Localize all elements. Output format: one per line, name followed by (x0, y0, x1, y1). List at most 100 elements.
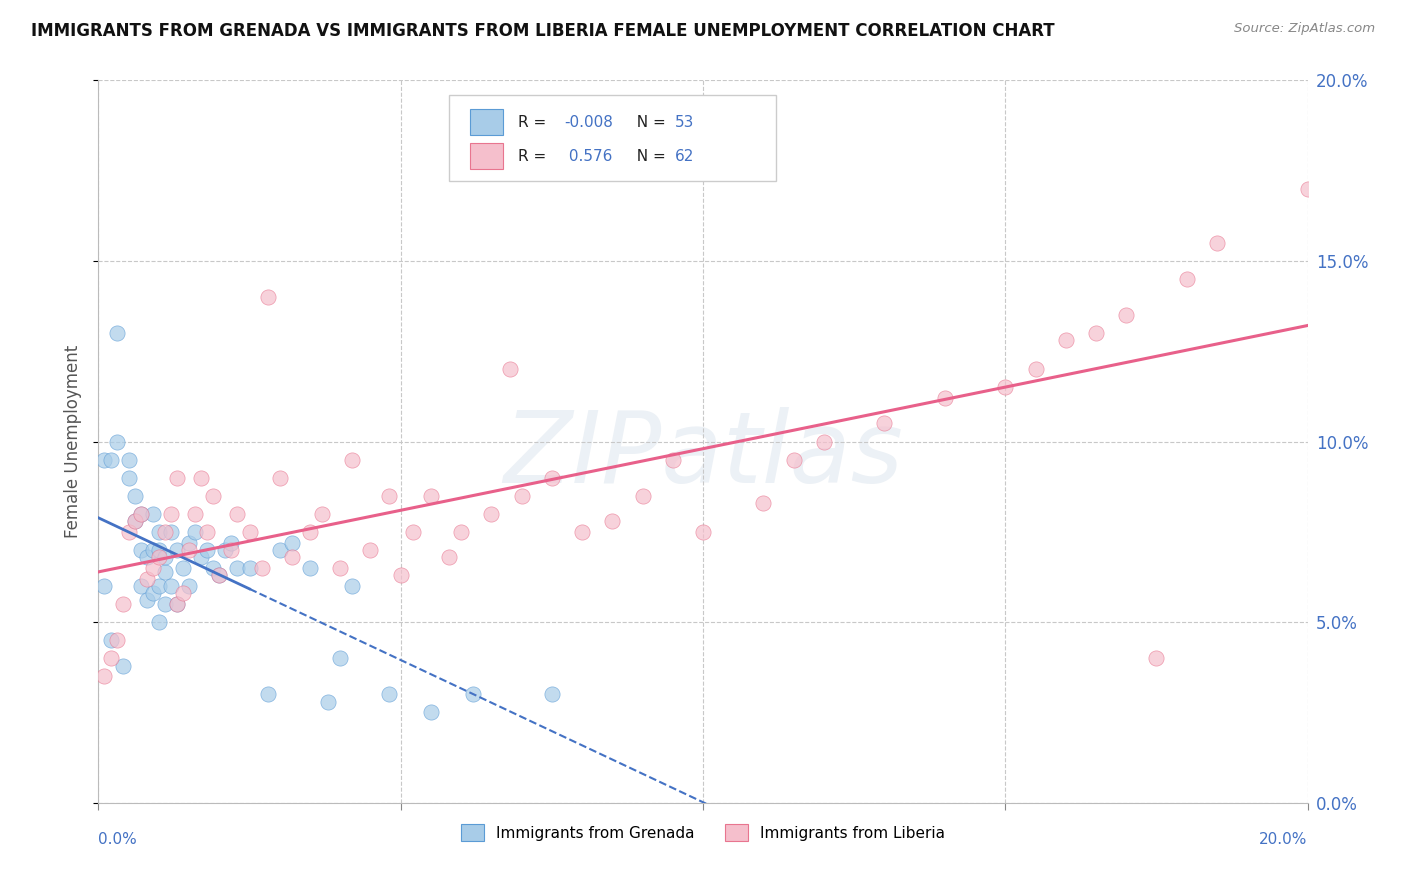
Point (221, 535, 243, 549)
Point (783, 452, 806, 467)
Point (329, 561, 352, 575)
Point (153, 524, 176, 539)
Text: 20.0%: 20.0% (1260, 831, 1308, 847)
FancyBboxPatch shape (449, 95, 776, 181)
Point (190, 550, 212, 565)
Point (208, 568, 231, 582)
Point (135, 572, 157, 586)
Text: -0.008: -0.008 (564, 115, 613, 129)
Point (166, 597, 188, 611)
Point (142, 542, 165, 557)
Point (208, 568, 231, 582)
Point (160, 507, 183, 521)
Point (118, 524, 141, 539)
Point (129, 507, 152, 521)
Point (166, 542, 188, 557)
Point (135, 593, 157, 607)
Point (190, 471, 212, 485)
Point (1024, 362, 1046, 376)
Bar (470, 109, 503, 136)
Point (1296, 182, 1319, 196)
Point (1085, 326, 1108, 340)
Point (994, 380, 1017, 394)
Point (148, 550, 170, 565)
Point (166, 471, 188, 485)
Point (184, 524, 207, 539)
Point (377, 687, 399, 701)
Point (221, 542, 243, 557)
Point (105, 326, 128, 340)
Point (571, 524, 593, 539)
Point (111, 658, 134, 673)
Text: N =: N = (627, 149, 671, 163)
Text: N =: N = (627, 115, 671, 129)
Point (142, 507, 165, 521)
Point (873, 417, 896, 431)
Point (256, 687, 278, 701)
Point (142, 586, 165, 600)
Point (420, 489, 443, 503)
Point (269, 471, 291, 485)
Point (1054, 334, 1077, 348)
Point (389, 568, 412, 582)
Point (1206, 235, 1229, 250)
Point (195, 542, 218, 557)
Point (342, 452, 364, 467)
Legend: Immigrants from Grenada, Immigrants from Liberia: Immigrants from Grenada, Immigrants from… (454, 818, 952, 847)
Point (202, 489, 225, 503)
Point (752, 496, 775, 510)
Point (124, 514, 146, 528)
Point (179, 535, 201, 549)
Point (124, 514, 146, 528)
Point (166, 597, 188, 611)
Point (463, 687, 485, 701)
Point (100, 633, 122, 648)
Point (118, 471, 141, 485)
Point (420, 706, 443, 720)
Point (214, 542, 236, 557)
Point (226, 507, 249, 521)
Point (299, 561, 322, 575)
Point (184, 507, 207, 521)
Point (342, 579, 364, 593)
Point (160, 579, 183, 593)
Point (239, 524, 262, 539)
Point (510, 489, 533, 503)
Point (402, 524, 425, 539)
Text: 62: 62 (675, 149, 695, 163)
Point (129, 579, 152, 593)
Point (93, 452, 115, 467)
Point (481, 507, 503, 521)
Point (377, 489, 399, 503)
Point (153, 597, 176, 611)
Point (360, 542, 382, 557)
Text: Source: ZipAtlas.com: Source: ZipAtlas.com (1234, 22, 1375, 36)
Text: 0.576: 0.576 (564, 149, 613, 163)
Point (1144, 651, 1167, 665)
Point (153, 550, 176, 565)
Point (256, 290, 278, 304)
Point (160, 524, 183, 539)
Point (450, 524, 472, 539)
Point (934, 391, 956, 405)
Point (540, 471, 562, 485)
Text: R =: R = (517, 115, 551, 129)
Point (269, 542, 291, 557)
Point (661, 452, 683, 467)
Text: 53: 53 (675, 115, 695, 129)
Y-axis label: Female Unemployment: Female Unemployment (65, 345, 83, 538)
Point (142, 561, 165, 575)
Text: ZIPatlas: ZIPatlas (503, 408, 903, 505)
Point (692, 524, 714, 539)
Text: R =: R = (517, 149, 551, 163)
Point (100, 651, 122, 665)
Point (179, 542, 201, 557)
Text: 0.0%: 0.0% (98, 831, 138, 847)
Point (172, 561, 194, 575)
Point (172, 586, 194, 600)
Point (281, 550, 304, 565)
Point (250, 561, 273, 575)
Point (93, 669, 115, 683)
Point (179, 579, 201, 593)
Point (195, 524, 218, 539)
